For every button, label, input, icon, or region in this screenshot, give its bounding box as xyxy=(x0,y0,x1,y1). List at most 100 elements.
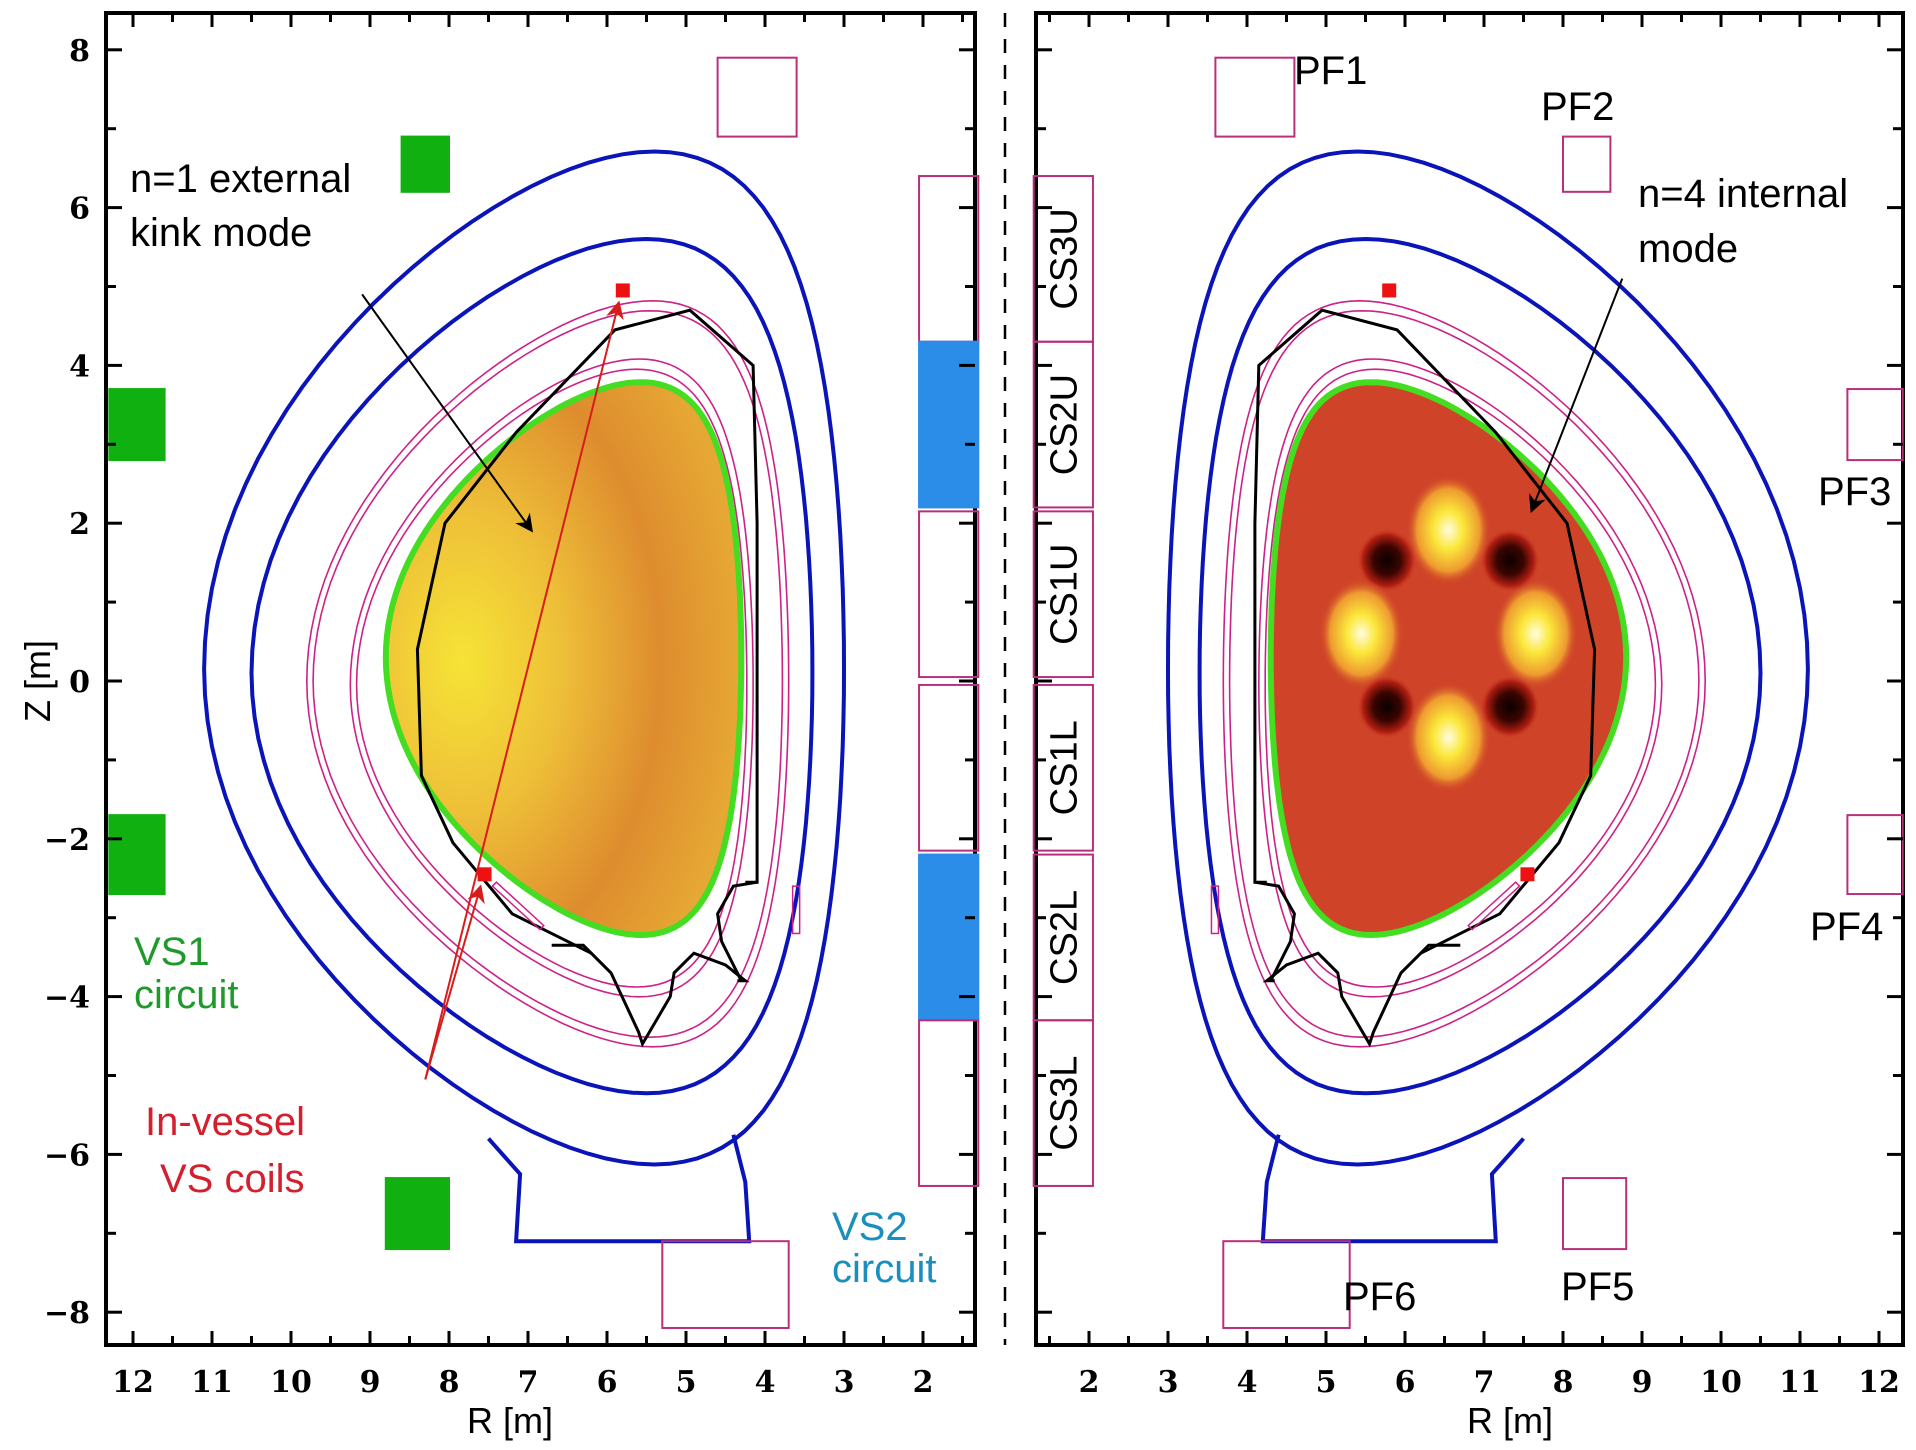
divertor-inner-leg xyxy=(716,880,758,982)
plasma-mode-contour-n4 xyxy=(1270,382,1627,934)
blanket-shell-line xyxy=(1264,368,1657,988)
vessel-outer-wall xyxy=(202,149,847,1167)
pf5-label: PF5 xyxy=(1561,1265,1634,1309)
x-tick-label: 10 xyxy=(270,1365,312,1400)
separatrix xyxy=(382,379,745,939)
x-tick-label: 4 xyxy=(755,1365,776,1400)
x-tick-label: 12 xyxy=(1858,1365,1900,1400)
cs-coil-label: CS2L xyxy=(1043,890,1085,985)
x-tick-label: 11 xyxy=(1779,1365,1821,1400)
inboard-plate xyxy=(1210,885,1220,935)
vs2-label-line2: circuit xyxy=(832,1247,936,1291)
vs2-label-line1: VS2 xyxy=(832,1205,908,1249)
mode-minimum xyxy=(1356,528,1417,593)
cs-coil-cs1u xyxy=(1032,510,1094,679)
blanket-shell-line xyxy=(312,309,784,1039)
cs-coil-cs2u xyxy=(918,340,980,509)
vessel-lower-port xyxy=(487,1134,752,1244)
n4-internal-label-line2: mode xyxy=(1638,227,1738,271)
x-tick-label: 8 xyxy=(439,1365,460,1400)
mode-maximum xyxy=(1319,578,1404,689)
invessel-vs-coil xyxy=(1520,867,1535,882)
invessel-vs-coil xyxy=(1382,283,1397,298)
vessel-outer-wall xyxy=(1165,149,1810,1167)
vs1-label-line1: VS1 xyxy=(134,930,210,974)
invessel-lower-arrow xyxy=(424,884,485,1080)
pf-coil-pf4 xyxy=(1846,814,1904,896)
separatrix xyxy=(1267,379,1630,939)
mode-minimum xyxy=(1356,674,1417,739)
x-tick-label: 2 xyxy=(913,1365,934,1400)
blanket-shell-line xyxy=(1228,309,1700,1039)
cs-coil-label: CS3L xyxy=(1043,1056,1085,1151)
inboard-plate xyxy=(791,885,801,935)
x-tick-label: 3 xyxy=(1158,1365,1179,1400)
first-wall xyxy=(1253,308,1597,955)
blanket-shell-line xyxy=(349,358,754,998)
cs-coil-cs1l xyxy=(918,683,980,852)
invessel-label-line1: In-vessel xyxy=(145,1100,305,1144)
y-tick-label: −2 xyxy=(44,823,90,858)
blanket-shell-line xyxy=(355,368,748,988)
x-tick-label: 5 xyxy=(676,1365,697,1400)
invessel-vs-coil xyxy=(615,283,630,298)
x-tick-label: 5 xyxy=(1316,1365,1337,1400)
pf-coil-pf2 xyxy=(400,135,451,193)
right-panel: CS3U CS2U CS1U CS1L CS2L CS3L xyxy=(1032,56,1904,1329)
y-tick-label: −6 xyxy=(44,1138,90,1173)
plasma-background xyxy=(1270,382,1627,934)
pf-coil-pf5 xyxy=(384,1177,450,1251)
pf6-label: PF6 xyxy=(1343,1275,1416,1319)
x-tick-label: 4 xyxy=(1237,1365,1258,1400)
cs-coil-cs1u xyxy=(918,510,980,679)
n4-annotation-arrow xyxy=(1528,278,1624,514)
cs-coil-label: CS1L xyxy=(1043,720,1085,815)
x-tick-label: 10 xyxy=(1700,1365,1742,1400)
invessel-upper-arrow xyxy=(424,300,624,1080)
x-tick-label: 12 xyxy=(112,1365,154,1400)
x-tick-label: 6 xyxy=(597,1365,618,1400)
right-x-axis-title: R [m] xyxy=(1467,1400,1553,1441)
pf-coil-pf4 xyxy=(108,814,166,896)
n1-kink-label-line1: n=1 external xyxy=(130,157,351,201)
x-tick-label: 11 xyxy=(191,1365,233,1400)
pf-coil-pf1 xyxy=(1214,56,1296,138)
y-tick-label: 6 xyxy=(69,192,90,227)
left-panel-frame xyxy=(104,11,977,1347)
cs-coil-label: CS3U xyxy=(1043,208,1085,309)
pf-coil-pf3 xyxy=(1846,388,1904,462)
pf3-label: PF3 xyxy=(1818,470,1891,514)
cs-coil-label: CS1U xyxy=(1043,544,1085,645)
y-tick-label: 4 xyxy=(69,349,90,384)
mode-minimum xyxy=(1480,528,1541,593)
vessel-lower-port xyxy=(1260,1134,1525,1244)
vs1-label-line2: circuit xyxy=(134,973,238,1017)
pf-coil-pf5 xyxy=(1562,1177,1628,1251)
n1-annotation-arrow xyxy=(361,293,533,533)
y-tick-label: −4 xyxy=(44,981,90,1016)
blanket-shell-line xyxy=(1222,299,1707,1048)
axes: 12 11 10 9 8 7 6 5 4 3 2 2 3 4 5 6 7 8 9 10 11 12 8 6 4 2 0 −2 −4 −6 −… xyxy=(44,13,1903,1400)
pf-coil-pf6 xyxy=(661,1240,790,1329)
cs-coil-cs2u xyxy=(1032,340,1094,509)
pf4-label: PF4 xyxy=(1810,905,1883,949)
vessel-inner-wall xyxy=(249,236,815,1096)
x-tick-label: 8 xyxy=(1553,1365,1574,1400)
n1-kink-label-line2: kink mode xyxy=(130,211,312,255)
x-tick-label: 6 xyxy=(1395,1365,1416,1400)
divertor-inner-leg xyxy=(1254,880,1296,982)
left-x-axis-title: R [m] xyxy=(467,1400,553,1441)
blanket-shell-line xyxy=(1257,358,1663,998)
divertor xyxy=(551,943,750,1048)
invessel-label-line2: VS coils xyxy=(160,1157,305,1201)
x-tick-label: 7 xyxy=(518,1365,539,1400)
y-tick-label: −8 xyxy=(44,1296,90,1331)
x-tick-label: 9 xyxy=(1632,1365,1653,1400)
cs-coil-cs3l xyxy=(1032,1019,1094,1187)
cs-coil-cs2l xyxy=(918,853,980,1022)
cs-coil-cs3l xyxy=(918,1019,980,1187)
right-panel-frame xyxy=(1034,11,1905,1347)
pf1-label: PF1 xyxy=(1294,49,1367,93)
divertor xyxy=(1262,943,1461,1048)
x-tick-label: 9 xyxy=(360,1365,381,1400)
